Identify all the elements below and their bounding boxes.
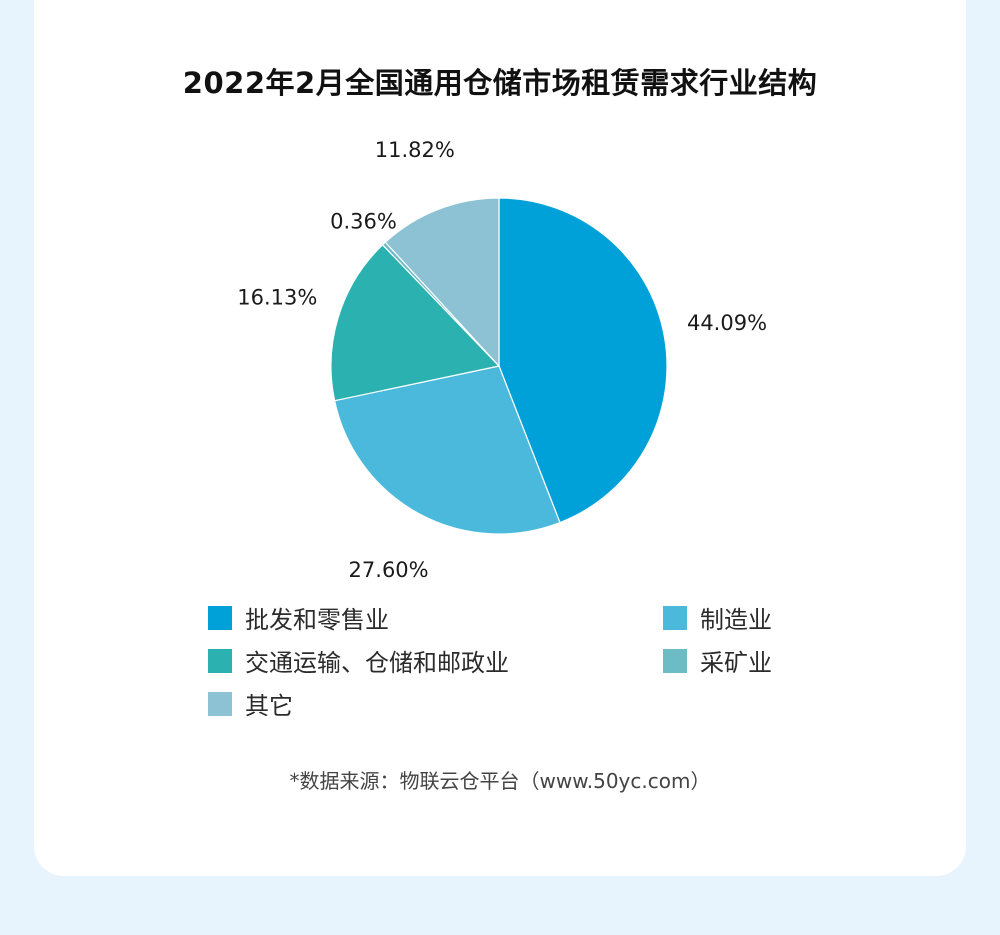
pie-label-wholesale-retail: 44.09% (687, 311, 767, 335)
legend-label-manufacturing: 制造业 (700, 606, 772, 634)
legend-item-manufacturing: 制造业 (663, 600, 772, 635)
pie-slice-manufacturing (333, 365, 561, 535)
chart-title: 2022年2月全国通用仓储市场租赁需求行业结构 (182, 66, 818, 100)
data-source-note: *数据来源：物联云仓平台（www.50yc.com） (289, 769, 711, 793)
legend-item-other: 其它 (208, 686, 293, 721)
pie-slice-wholesale-retail (498, 197, 668, 524)
legend-label-transport-storage-postal: 交通运输、仓储和邮政业 (245, 649, 509, 677)
pie-label-manufacturing: 27.60% (349, 558, 429, 582)
pie-label-other: 11.82% (375, 138, 455, 162)
pie-label-transport-storage-postal: 16.13% (237, 286, 317, 310)
legend-item-mining: 采矿业 (663, 643, 772, 678)
legend-swatch-wholesale-retail (208, 605, 232, 630)
legend-swatch-mining (663, 648, 687, 673)
pie-slice-other (384, 197, 500, 368)
legend-label-wholesale-retail: 批发和零售业 (245, 606, 389, 634)
legend-item-wholesale-retail: 批发和零售业 (208, 600, 389, 635)
legend-label-other: 其它 (245, 692, 293, 720)
legend-swatch-other (208, 691, 232, 716)
legend-item-transport-storage-postal: 交通运输、仓储和邮政业 (208, 643, 509, 678)
legend-label-mining: 采矿业 (700, 649, 772, 677)
legend-swatch-transport-storage-postal (208, 648, 232, 673)
legend-swatch-manufacturing (663, 605, 687, 630)
pie-slice-transport-storage-postal (330, 243, 501, 402)
pie-label-mining: 0.36% (330, 210, 397, 234)
